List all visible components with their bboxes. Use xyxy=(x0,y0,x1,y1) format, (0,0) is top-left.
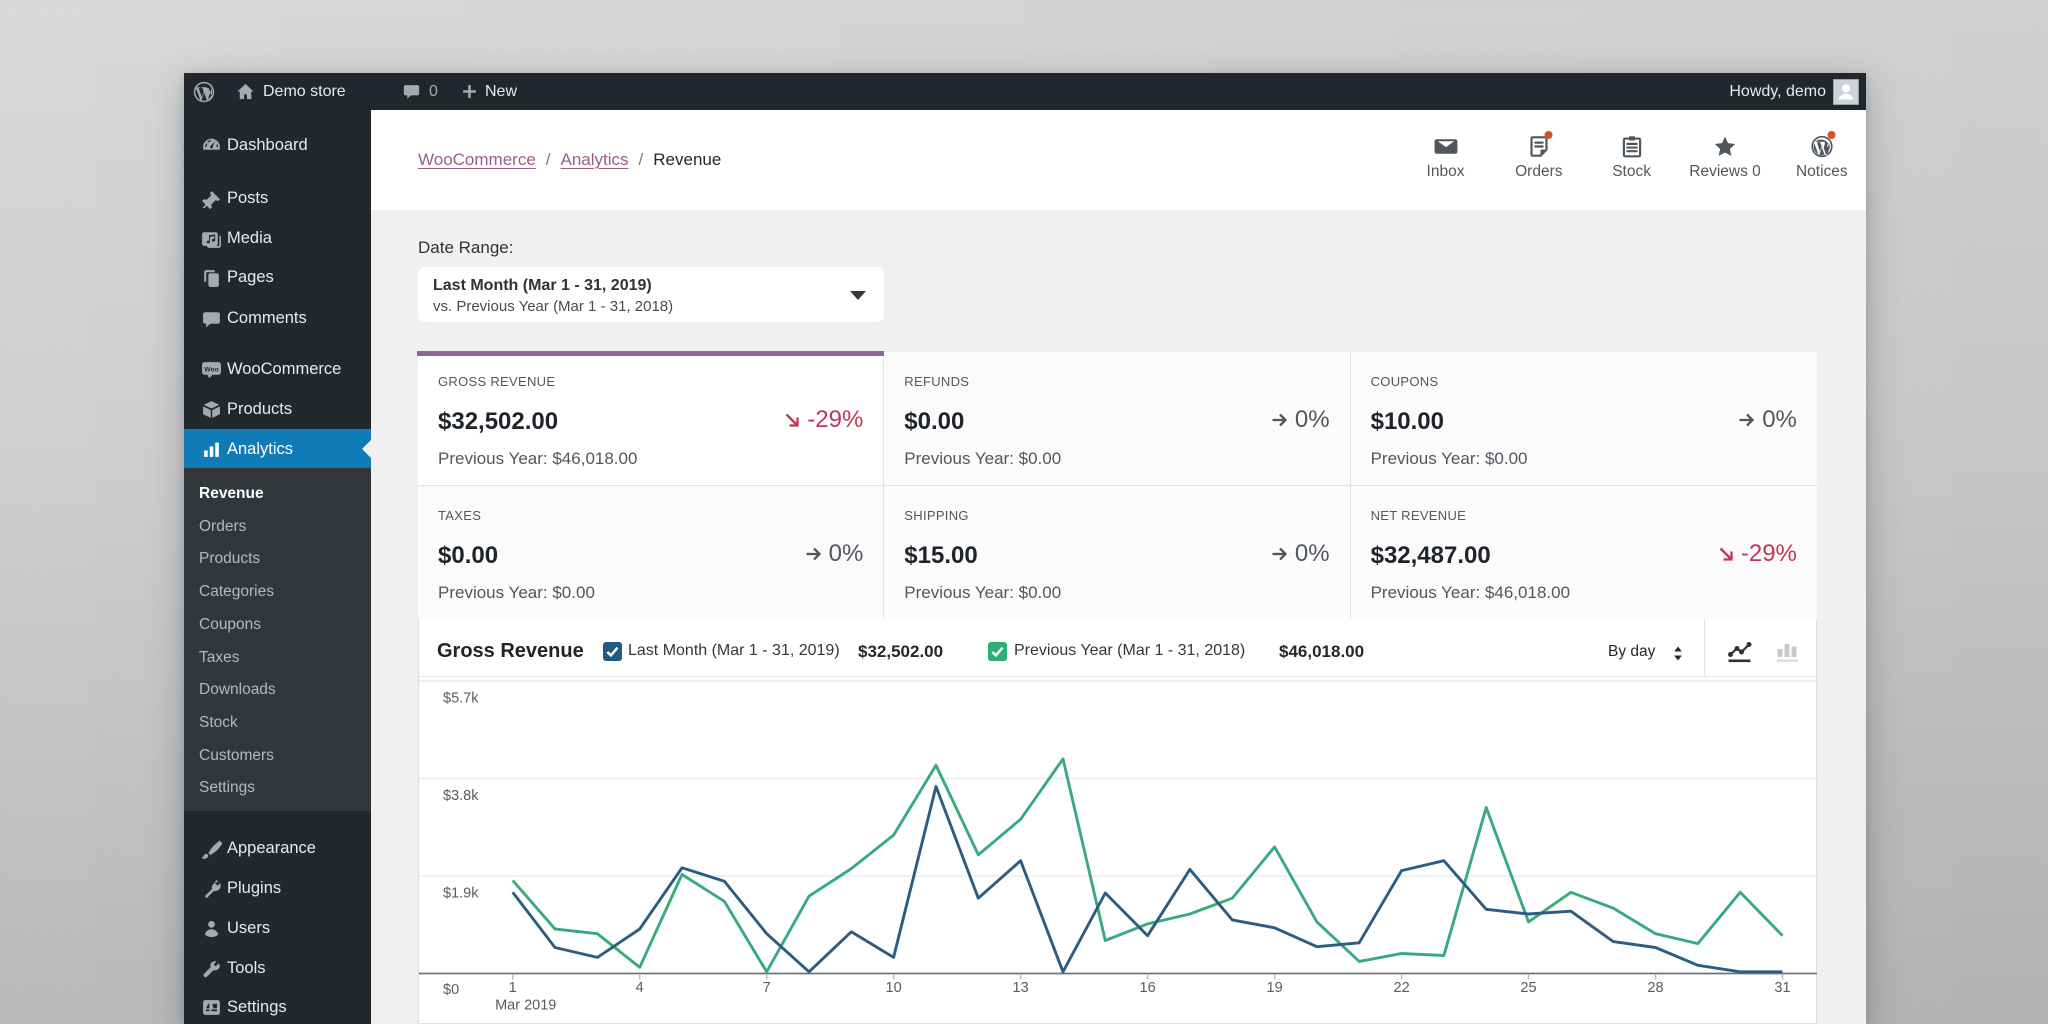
svg-text:4: 4 xyxy=(636,980,644,996)
svg-text:19: 19 xyxy=(1267,980,1283,996)
svg-text:28: 28 xyxy=(1647,980,1663,996)
svg-text:13: 13 xyxy=(1013,980,1029,996)
svg-text:$3.8k: $3.8k xyxy=(443,788,479,804)
svg-text:7: 7 xyxy=(763,980,771,996)
svg-text:$5.7k: $5.7k xyxy=(443,691,479,707)
svg-text:16: 16 xyxy=(1140,980,1156,996)
svg-text:$0: $0 xyxy=(443,982,459,998)
svg-text:1: 1 xyxy=(509,980,517,996)
svg-text:$1.9k: $1.9k xyxy=(443,886,479,902)
svg-text:25: 25 xyxy=(1520,980,1536,996)
svg-text:22: 22 xyxy=(1394,980,1410,996)
svg-text:10: 10 xyxy=(886,980,902,996)
svg-text:Mar 2019: Mar 2019 xyxy=(495,998,556,1014)
svg-text:Woo: Woo xyxy=(204,366,218,373)
svg-text:31: 31 xyxy=(1774,980,1790,996)
